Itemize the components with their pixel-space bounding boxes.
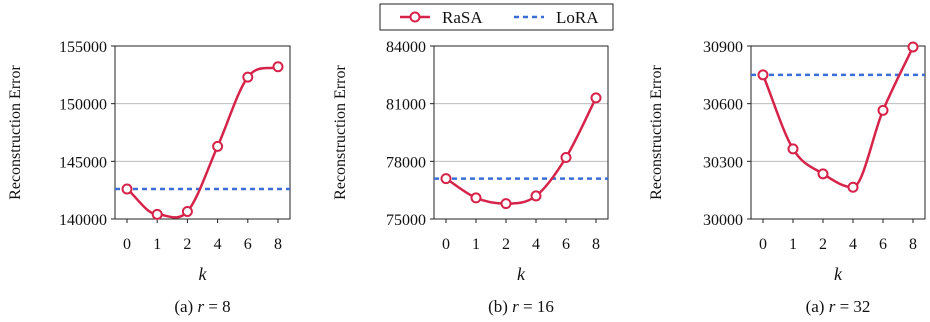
x-tick-label: 2 [183,236,191,253]
y-tick-label: 81000 [386,97,426,114]
y-axis-label: Reconstruction Error [648,65,665,200]
x-tick-label: 0 [759,236,767,253]
caption-variable: r [829,297,836,316]
y-axis-label: Reconstruction Error [332,65,349,200]
y-tick-label: 30300 [703,154,743,171]
y-tick-label: 145000 [59,154,107,171]
panel-caption: (b) r = 16 [488,297,554,316]
rasa-line [126,65,279,219]
rasa-point [151,208,163,220]
plot-frame [114,45,291,220]
caption-value: = 32 [835,297,870,316]
rasa-line [761,46,915,189]
x-tick-label: 1 [789,236,797,253]
x-tick-label: 2 [819,236,827,253]
y-tick-label: 75000 [386,212,426,229]
rasa-point [787,143,799,155]
x-axis-label: k [517,264,526,284]
panel-caption: (a) r = 8 [174,297,230,316]
rasa-point [500,198,512,210]
rasa-point [530,190,542,202]
x-tick-label: 6 [562,236,570,253]
legend-rasa-marker [409,11,421,23]
rasa-point [181,206,193,218]
y-tick-label: 140000 [59,212,107,229]
panel-caption: (a) r = 32 [806,297,871,316]
rasa-point [590,92,602,104]
y-tick-label: 78000 [386,154,426,171]
legend-lora-label: LoRA [556,8,599,27]
caption-prefix: (a) [806,297,829,316]
x-axis-label: k [199,264,208,284]
x-tick-label: 8 [909,236,917,253]
legend-rasa-label: RaSA [442,8,483,27]
caption-variable: r [512,297,519,316]
rasa-point [560,151,572,163]
panel-r8: 140000 145000 150000 155000 0 1 2 4 6 8 Reconstruc… [7,39,291,316]
caption-variable: r [197,297,204,316]
y-axis-label: Reconstruction Error [7,65,24,200]
caption-value: = 8 [204,297,231,316]
x-tick-label: 8 [592,236,600,253]
x-tick-label: 4 [849,236,857,253]
x-tick-label: 8 [274,236,282,253]
rasa-point [757,69,769,81]
x-axis-label: k [834,264,843,284]
rasa-point [877,104,889,116]
rasa-point [847,181,859,193]
x-tick-label: 0 [442,236,450,253]
x-tick-label: 0 [123,236,131,253]
x-tick-label: 4 [532,236,540,253]
rasa-point [242,71,254,83]
legend: RaSA LoRA [379,3,614,31]
rasa-point [470,192,482,204]
caption-prefix: (b) [488,297,512,316]
rasa-point [212,140,224,152]
rasa-point [440,173,452,185]
panel-r32: 30000 30300 30600 30900 0 1 2 4 6 8 Reconstruction… [648,39,926,316]
x-tick-label: 1 [472,236,480,253]
rasa-line [445,97,598,205]
x-tick-label: 4 [214,236,222,253]
plot-frame [433,45,609,220]
x-tick-label: 6 [244,236,252,253]
panel-r16: 75000 78000 81000 84000 0 1 2 4 6 8 Reconstruction… [332,39,609,316]
y-tick-label: 30000 [703,212,743,229]
y-tick-label: 30600 [703,97,743,114]
plot-frame [750,45,926,220]
y-tick-label: 30900 [703,39,743,56]
rasa-point [907,41,919,53]
y-tick-label: 84000 [386,39,426,56]
x-tick-label: 6 [879,236,887,253]
rasa-point [121,183,133,195]
rasa-point [817,168,829,180]
caption-value: = 16 [519,297,554,316]
y-tick-label: 150000 [59,97,107,114]
x-tick-label: 2 [502,236,510,253]
y-tick-label: 155000 [59,39,107,56]
rasa-point [272,61,284,73]
x-tick-label: 1 [153,236,161,253]
caption-prefix: (a) [174,297,197,316]
